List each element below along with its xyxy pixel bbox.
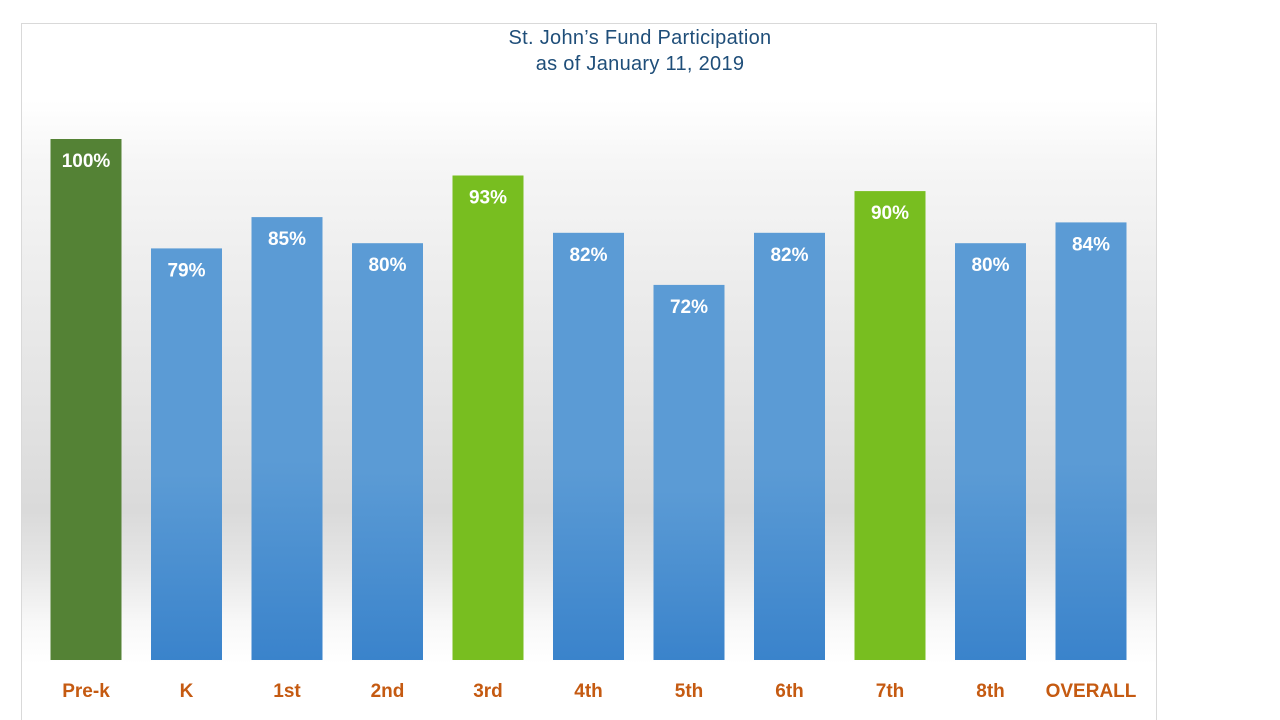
value-label-5th: 72% [670,297,708,318]
bar-pre-k [50,139,122,660]
bar-3rd [452,175,524,660]
value-label-8th: 80% [971,255,1009,276]
category-label-8th: 8th [976,681,1005,702]
value-label-4th: 82% [569,245,607,266]
category-label-7th: 7th [876,681,905,702]
value-label-1st: 85% [268,229,306,250]
value-label-overall: 84% [1072,234,1110,255]
bars [50,139,1127,661]
value-labels: 100% 79% 85% 80% 93% 82% 72% 82% 90% 80% 84% [62,151,1110,318]
bar-7th [854,191,926,660]
bar-4th [553,232,624,661]
category-label-2nd: 2nd [371,681,405,702]
category-label-overall: OVERALL [1046,681,1137,702]
value-label-2nd: 80% [368,255,406,276]
bar-2nd [352,243,423,660]
value-label-pre-k: 100% [62,151,111,172]
value-label-7th: 90% [871,203,909,224]
bar-8th [955,243,1026,660]
category-label-5th: 5th [675,681,704,702]
category-label-1st: 1st [273,681,301,702]
category-label-k: K [180,681,194,702]
bar-5th [653,284,725,660]
chart-title: St. John’s Fund Participation [508,27,772,49]
chart-subtitle: as of January 11, 2019 [535,53,745,75]
category-label-3rd: 3rd [473,681,503,702]
value-label-k: 79% [167,260,205,281]
bar-6th [754,232,825,661]
category-label-pre-k: Pre-k [62,681,110,702]
bar-overall [1055,222,1127,660]
category-label-4th: 4th [574,681,603,702]
bar-k [151,248,222,660]
category-labels: Pre-k K 1st 2nd 3rd 4th 5th 6th 7th 8th OVERALL [62,681,1137,702]
value-label-3rd: 93% [469,188,507,209]
value-label-6th: 82% [770,245,808,266]
bar-1st [251,217,323,660]
category-label-6th: 6th [775,681,804,702]
